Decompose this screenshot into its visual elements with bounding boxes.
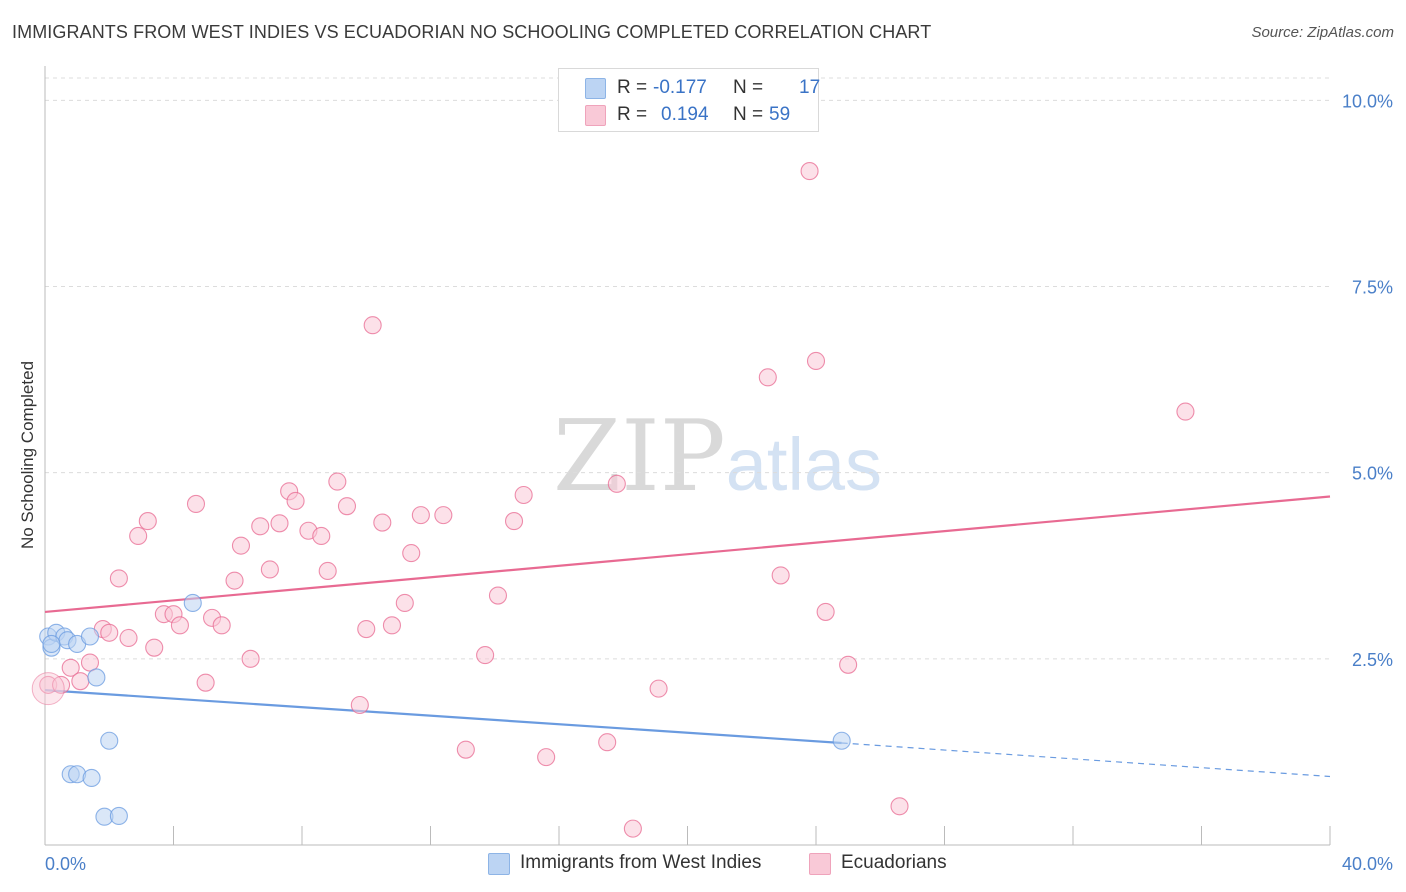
- ecuadorian-point: [607, 474, 626, 493]
- ecuadorian-point: [129, 526, 148, 546]
- ecuadorian-point: [109, 569, 128, 588]
- west-indies-point: [80, 627, 100, 646]
- correlation-legend: R = -0.177 N = 17 R = 0.194 N = 59: [558, 68, 821, 132]
- ecuadorian-point: [100, 623, 119, 642]
- ecuadorian-point: [241, 649, 260, 668]
- ecuadorian-point: [758, 368, 777, 387]
- ecuadorian-point: [225, 571, 244, 590]
- trend-line-west-indies: [44, 689, 842, 745]
- legend-r-value: 0.194: [661, 104, 709, 125]
- west-indies-point: [832, 731, 851, 750]
- ecuadorian-point: [212, 616, 231, 635]
- west-indies-point: [82, 768, 101, 788]
- ecuadorian-point: [71, 672, 90, 691]
- legend-swatch-ecuadorians: [585, 105, 606, 126]
- ecuadorian-point: [839, 655, 858, 674]
- ecuadorian-point: [537, 748, 556, 767]
- ecuadorian-point: [816, 602, 835, 621]
- ecuadorian-point: [623, 819, 642, 838]
- ecuadorian-point: [286, 491, 305, 511]
- ecuadorian-cluster-point: [31, 672, 65, 706]
- ecuadorian-point: [800, 162, 819, 181]
- ecuadorian-point: [61, 658, 80, 677]
- ecuadorian-point: [52, 675, 71, 694]
- ecuadorian-point: [434, 506, 453, 525]
- west-indies-point: [100, 731, 119, 750]
- ecuadorian-point: [231, 536, 251, 555]
- ecuadorian-point: [138, 512, 157, 531]
- ecuadorian-point: [456, 740, 475, 759]
- ecuadorian-point: [196, 673, 215, 692]
- ecuadorian-point: [1176, 402, 1195, 421]
- legend-n-label: N =: [733, 77, 764, 98]
- watermark-zip: ZIP: [553, 400, 726, 514]
- ecuadorian-point: [402, 544, 421, 563]
- bottom-legend-label-ecuadorians: Ecuadorians: [841, 852, 947, 873]
- y-tick-label: 5.0%: [1352, 464, 1393, 484]
- ecuadorian-point: [598, 733, 617, 752]
- west-indies-point: [42, 634, 61, 653]
- ecuadorian-point: [504, 512, 524, 531]
- ecuadorian-point: [382, 616, 402, 635]
- west-indies-point: [87, 668, 106, 687]
- ecuadorian-point: [514, 485, 533, 505]
- ecuadorian-point: [890, 797, 909, 816]
- y-tick-label: 7.5%: [1352, 278, 1393, 298]
- chart-title: IMMIGRANTS FROM WEST INDIES VS ECUADORIA…: [12, 22, 932, 42]
- ecuadorian-point: [145, 638, 164, 657]
- west-indies-point: [183, 593, 202, 613]
- ecuadorian-point: [363, 316, 382, 335]
- bottom-legend-label-west-indies: Immigrants from West Indies: [520, 852, 762, 873]
- ecuadorian-point: [649, 679, 668, 698]
- legend-n-label: N =: [733, 104, 764, 125]
- ecuadorian-point: [119, 628, 138, 648]
- x-tick-label-min: 0.0%: [45, 854, 86, 874]
- legend-n-value: 59: [769, 104, 791, 125]
- legend-r-label: R =: [617, 77, 648, 98]
- legend-n-value: 17: [799, 77, 821, 98]
- legend-r-value: -0.177: [653, 77, 707, 98]
- ecuadorian-point: [312, 526, 331, 546]
- ecuadorian-point: [476, 646, 495, 665]
- ecuadorian-point: [170, 616, 189, 635]
- x-tick-label-max: 40.0%: [1342, 854, 1393, 874]
- watermark-atlas: atlas: [725, 423, 883, 506]
- ecuadorian-point: [186, 494, 206, 513]
- ecuadorian-point: [328, 472, 347, 491]
- bottom-legend-swatch-ecuadorians: [809, 853, 831, 875]
- ecuadorian-point: [488, 586, 508, 605]
- ecuadorian-point: [395, 593, 414, 613]
- legend-swatch-west-indies: [585, 78, 606, 99]
- ecuadorian-point: [806, 351, 826, 371]
- ecuadorian-point: [411, 506, 430, 525]
- ecuadorian-point: [260, 560, 279, 579]
- ecuadorian-point: [337, 497, 357, 516]
- ecuadorian-point: [357, 619, 376, 639]
- ecuadorian-point: [350, 695, 369, 715]
- ecuadorian-point: [80, 653, 100, 672]
- y-tick-label: 2.5%: [1352, 650, 1393, 670]
- ecuadorian-point: [318, 561, 337, 581]
- watermark: ZIPatlas: [553, 400, 882, 514]
- ecuadorian-point: [373, 513, 392, 532]
- y-tick-label: 10.0%: [1342, 91, 1393, 111]
- ecuadorian-point: [270, 514, 289, 533]
- legend-r-label: R =: [617, 104, 648, 125]
- west-indies-point: [109, 806, 128, 826]
- ecuadorian-point: [251, 517, 270, 536]
- source-credit: Source: ZipAtlas.com: [1251, 24, 1394, 41]
- trend-line-extension: [841, 742, 1331, 778]
- ecuadorian-point: [771, 566, 790, 585]
- trend-line-ecuadorians: [44, 495, 1331, 614]
- bottom-legend-swatch-west-indies: [488, 853, 510, 875]
